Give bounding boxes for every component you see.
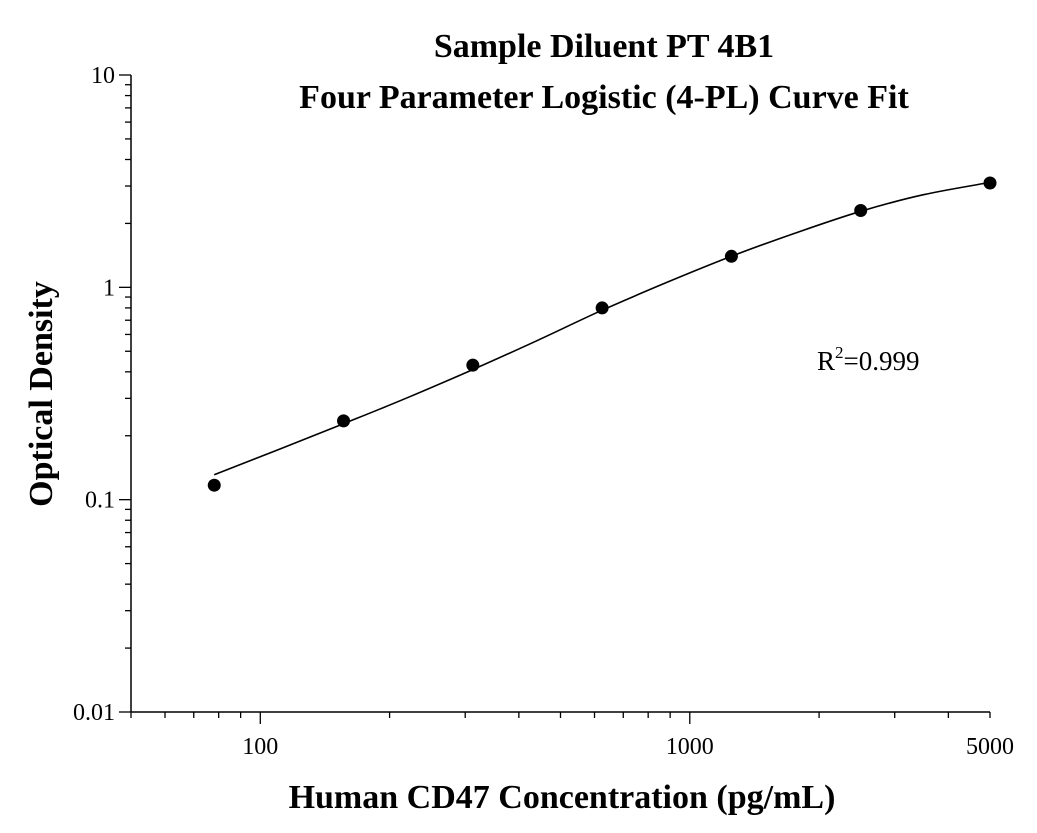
y-axis-label: Optical Density [23, 281, 60, 507]
r-squared-annotation: R2=0.999 [817, 343, 920, 376]
data-point [466, 358, 480, 372]
x-axis-label: Human CD47 Concentration (pg/mL) [289, 779, 836, 816]
y-tick-label: 1 [103, 275, 115, 301]
axis-ticks [119, 74, 991, 724]
x-tick-label: 5000 [966, 734, 1014, 760]
axis-tick-labels: 0.01 0.1 1 10 100 1000 5000 [73, 63, 1014, 760]
r-squared-prefix: R [817, 346, 835, 376]
y-tick-label: 0.01 [73, 700, 115, 726]
x-tick-label: 1000 [666, 734, 714, 760]
data-point [854, 204, 868, 218]
chart-title-line-2: Four Parameter Logistic (4-PL) Curve Fit [299, 79, 909, 116]
x-tick-label: 100 [242, 734, 278, 760]
data-points [207, 176, 997, 492]
data-point [207, 478, 221, 492]
data-point [724, 249, 738, 263]
r-squared-superscript: 2 [835, 343, 844, 362]
data-point [595, 301, 609, 315]
fit-curve-line [213, 181, 991, 476]
y-tick-label: 0.1 [85, 488, 115, 514]
data-point [983, 176, 997, 190]
data-point [337, 414, 351, 428]
plot-axes [130, 75, 990, 713]
chart-title-line-1: Sample Diluent PT 4B1 [434, 28, 774, 65]
r-squared-value: =0.999 [844, 346, 920, 376]
y-tick-label: 10 [91, 63, 115, 89]
